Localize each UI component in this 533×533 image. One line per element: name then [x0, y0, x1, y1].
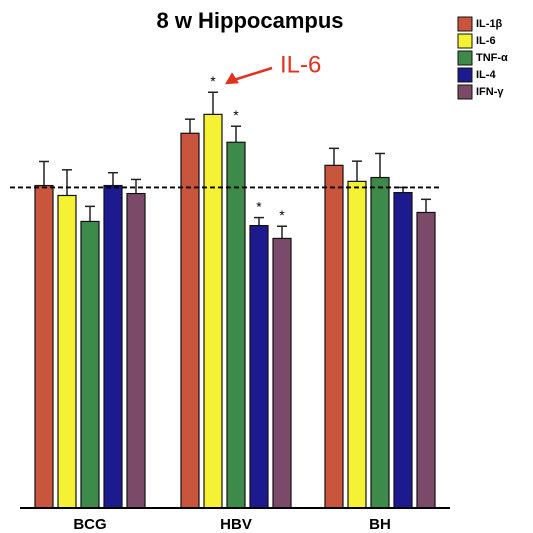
legend-swatch: [457, 84, 473, 100]
bar: [249, 224, 269, 509]
bar: [57, 194, 77, 509]
bar: [416, 211, 436, 509]
significance-mark: *: [233, 107, 239, 123]
bar: [103, 184, 123, 509]
legend-swatch: [457, 50, 473, 66]
bar: [203, 113, 223, 509]
bar: [180, 132, 200, 509]
x-tick-label: BCG: [73, 516, 106, 533]
bar: [126, 192, 146, 509]
annotation-arrowhead: [225, 72, 239, 85]
bar: [34, 184, 54, 509]
legend-label: IFN-γ: [476, 86, 504, 98]
significance-mark: *: [210, 73, 216, 89]
legend-label: IL-6: [476, 35, 496, 47]
legend-swatch: [457, 33, 473, 49]
legend-swatch: [457, 16, 473, 32]
legend-label: IL-1β: [476, 18, 503, 30]
annotation-arrow: [232, 66, 273, 82]
legend-label: TNF-α: [476, 52, 508, 64]
x-tick-label: BH: [369, 516, 391, 533]
bar: [324, 164, 344, 509]
significance-mark: *: [279, 207, 285, 223]
legend-swatch: [457, 67, 473, 83]
bar: [347, 180, 367, 509]
chart-title: 8 w Hippocampus: [156, 8, 343, 33]
legend-label: IL-4: [476, 69, 496, 81]
bar: [80, 220, 100, 509]
bar: [272, 237, 292, 509]
bar: [393, 191, 413, 509]
bar: [370, 176, 390, 509]
annotation: IL-6: [280, 51, 321, 78]
x-tick-label: HBV: [220, 516, 252, 533]
bar: [226, 141, 246, 509]
significance-mark: *: [256, 198, 262, 214]
